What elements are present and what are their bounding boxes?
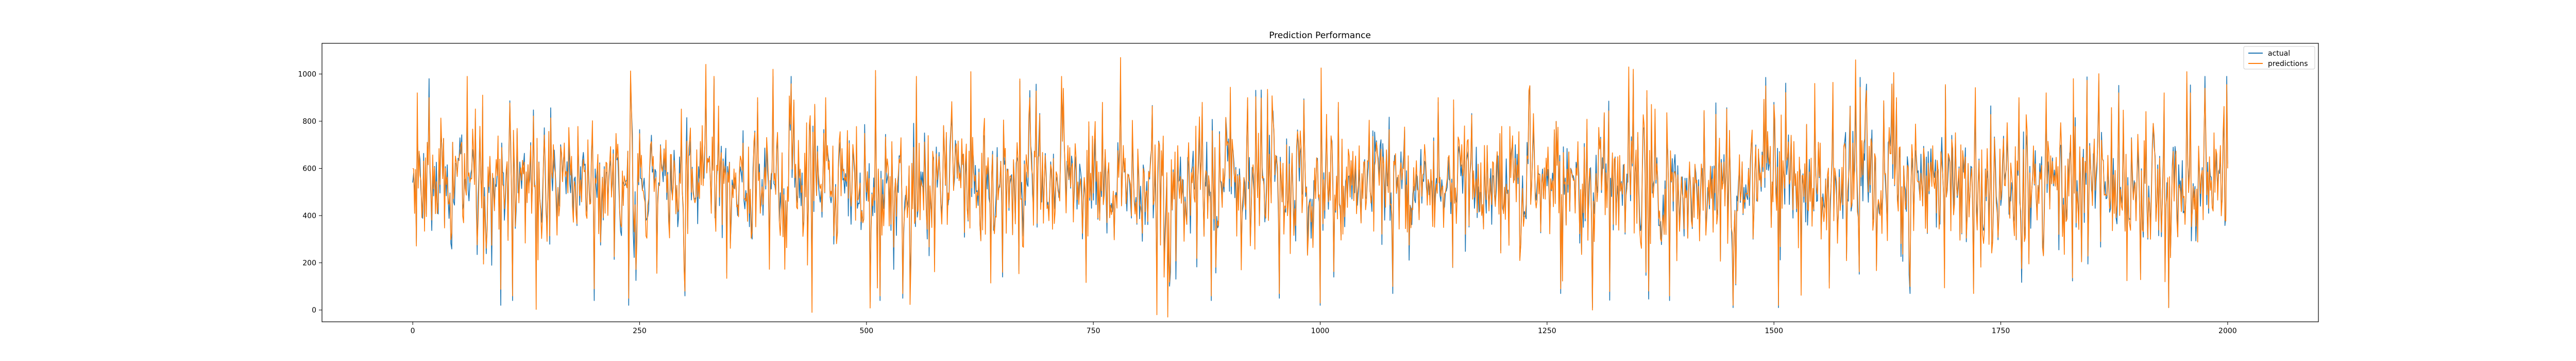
series-layer xyxy=(412,57,2228,318)
x-tick-label: 1750 xyxy=(1992,327,2010,335)
x-tick-label: 2000 xyxy=(2218,327,2237,335)
legend-label-actual: actual xyxy=(2268,50,2290,58)
x-tick-label: 750 xyxy=(1087,327,1100,335)
x-tick-label: 0 xyxy=(411,327,415,335)
x-tick-label: 1250 xyxy=(1538,327,1556,335)
series-line-predictions xyxy=(412,57,2228,318)
y-tick-label: 600 xyxy=(302,165,316,173)
x-tick-label: 1500 xyxy=(1765,327,1783,335)
y-tick-label: 200 xyxy=(302,259,316,268)
y-tick-label: 400 xyxy=(302,212,316,220)
y-tick-label: 0 xyxy=(312,306,316,315)
legend: actual predictions xyxy=(2243,46,2315,70)
y-tick-label: 800 xyxy=(302,118,316,126)
axes-layer: 0 250 500 750 1000 1250 1500 1750 2000 0 200 400 600… xyxy=(298,70,2236,335)
legend-label-predictions: predictions xyxy=(2268,60,2308,68)
chart-title: Prediction Performance xyxy=(1269,30,1371,41)
plot-frame xyxy=(321,43,2319,322)
y-tick-label: 1000 xyxy=(298,70,316,78)
x-tick-label: 250 xyxy=(633,327,647,335)
x-tick-label: 500 xyxy=(859,327,873,335)
x-tick-label: 1000 xyxy=(1311,327,1330,335)
